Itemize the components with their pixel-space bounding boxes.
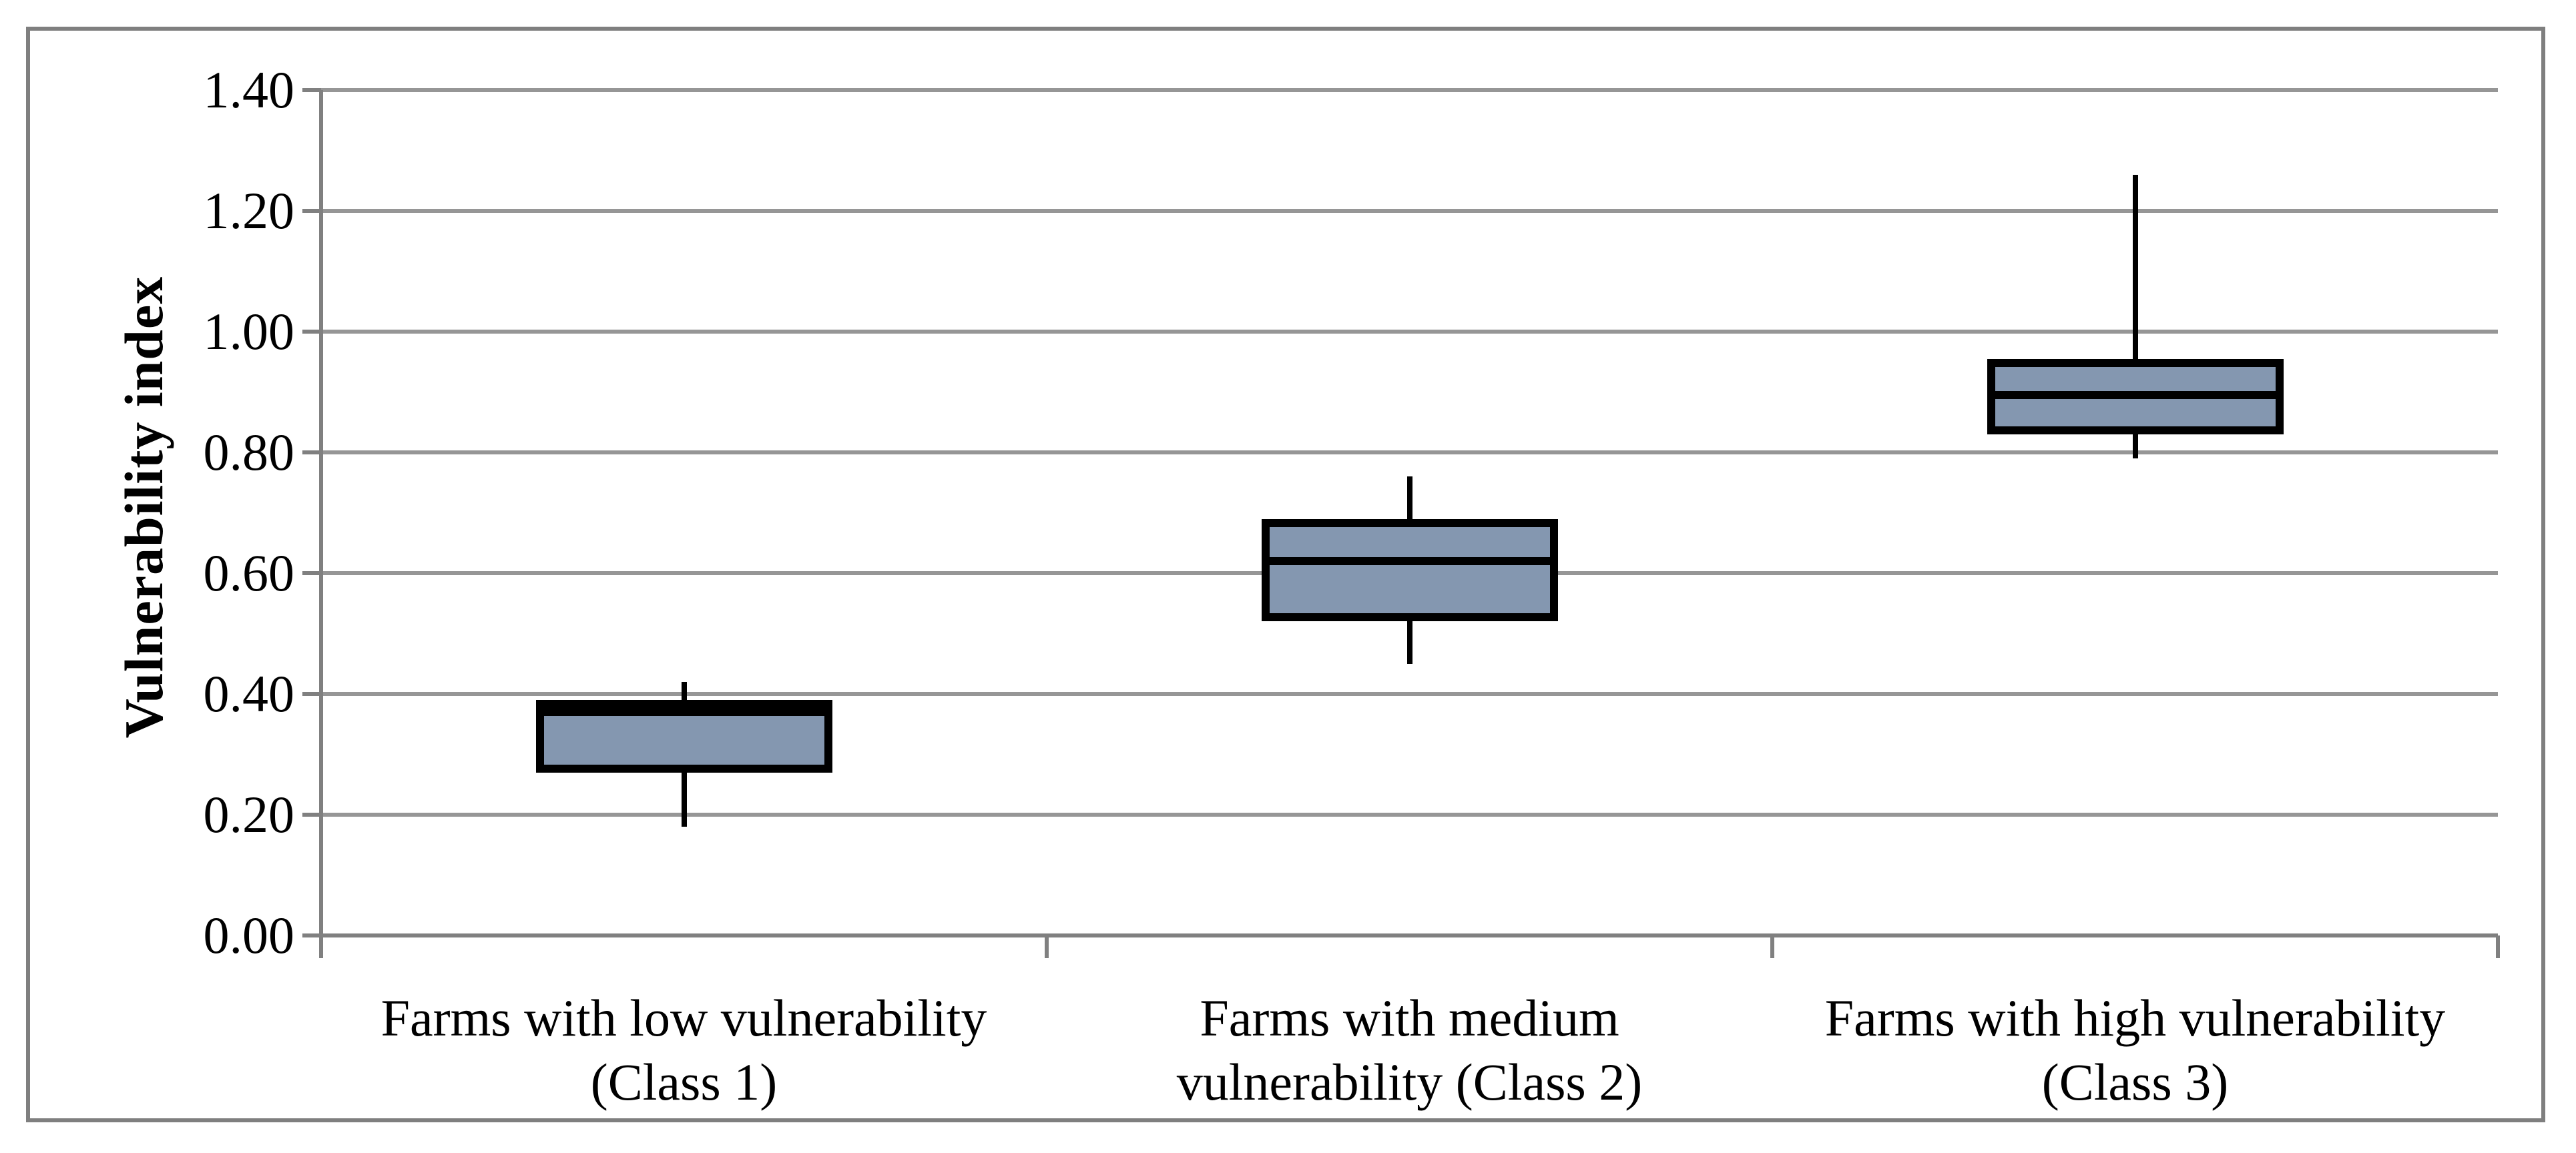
x-category-label-line: Farms with low vulnerability xyxy=(380,989,987,1047)
lower-whisker-class-1 xyxy=(682,773,687,827)
gridline-1.00 xyxy=(321,330,2498,334)
x-category-label-3: Farms with high vulnerability (Class 3) xyxy=(1772,986,2498,1114)
upper-whisker-class-2 xyxy=(1407,476,1412,519)
gridline-1.40 xyxy=(321,88,2498,92)
upper-whisker-class-1 xyxy=(682,682,687,700)
lower-whisker-class-3 xyxy=(2133,434,2138,458)
x-category-label-line: (Class 1) xyxy=(590,1053,778,1111)
y-tick-label-1.00: 1.00 xyxy=(203,302,295,360)
x-axis-tick-1 xyxy=(1045,935,1049,958)
y-tick-0.60 xyxy=(302,571,321,575)
y-tick-1.40 xyxy=(302,88,321,92)
y-tick-0.40 xyxy=(302,692,321,696)
x-axis-tick-2 xyxy=(1770,935,1774,958)
chart-outer-border xyxy=(26,27,2545,1122)
y-tick-label-0.60: 0.60 xyxy=(203,544,295,602)
gridline-0.40 xyxy=(321,692,2498,696)
median-line-class-1 xyxy=(536,708,832,716)
median-line-class-3 xyxy=(1987,391,2284,399)
y-tick-0.80 xyxy=(302,450,321,454)
y-tick-0.20 xyxy=(302,813,321,817)
y-tick-label-0.80: 0.80 xyxy=(203,423,295,481)
x-category-label-line: Farms with medium xyxy=(1200,989,1619,1047)
upper-whisker-class-3 xyxy=(2133,175,2138,359)
y-tick-label-0.40: 0.40 xyxy=(203,665,295,723)
y-tick-1.00 xyxy=(302,330,321,334)
x-axis-line xyxy=(321,933,2498,937)
y-tick-0.00 xyxy=(302,933,321,937)
x-category-label-line: vulnerability (Class 2) xyxy=(1176,1053,1643,1111)
x-category-label-line: Farms with high vulnerability xyxy=(1824,989,2446,1047)
x-axis-tick-3 xyxy=(2496,935,2500,958)
median-line-class-2 xyxy=(1262,557,1558,565)
x-category-label-1: Farms with low vulnerability (Class 1) xyxy=(321,986,1047,1114)
y-axis-line xyxy=(319,90,323,958)
x-category-label-2: Farms with medium vulnerability (Class 2) xyxy=(1047,986,1772,1114)
y-tick-label-1.20: 1.20 xyxy=(203,181,295,240)
x-category-label-line: (Class 3) xyxy=(2041,1053,2229,1111)
y-tick-1.20 xyxy=(302,209,321,213)
lower-whisker-class-2 xyxy=(1407,621,1412,664)
y-tick-label-1.40: 1.40 xyxy=(203,61,295,119)
y-tick-label-0.20: 0.20 xyxy=(203,785,295,843)
box-class-2 xyxy=(1262,519,1558,621)
gridline-1.20 xyxy=(321,209,2498,213)
gridline-0.20 xyxy=(321,813,2498,817)
y-tick-label-0.00: 0.00 xyxy=(203,906,295,964)
gridline-0.80 xyxy=(321,450,2498,454)
